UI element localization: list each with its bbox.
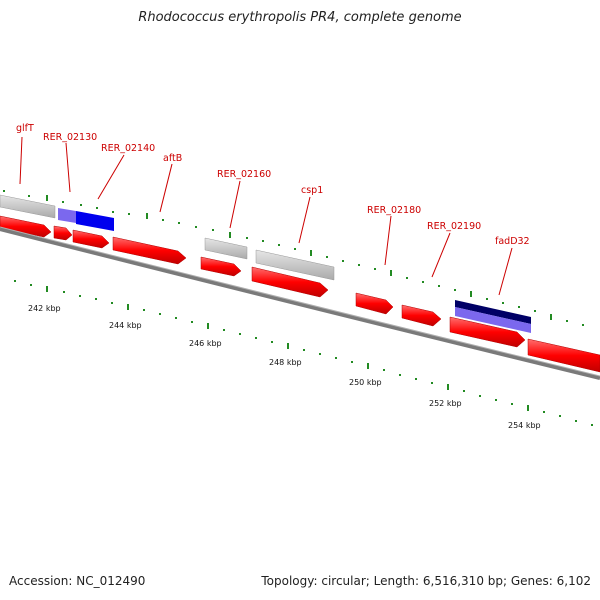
outer-tick-ring [3,190,584,326]
genome-backbone [0,226,600,380]
scale-label-244: 244 kbp [109,321,142,330]
genome-summary-text: Topology: circular; Length: 6,516,310 bp… [261,574,591,588]
scale-label-248: 248 kbp [269,358,302,367]
inner-scale-ring [14,280,593,426]
scale-label-242: 242 kbp [28,304,61,313]
accession-text: Accession: NC_012490 [9,574,146,588]
label-leaders [19,136,513,296]
scale-label-246: 246 kbp [189,339,222,348]
cds-arrow[interactable] [72,229,110,249]
gene-feature-rer02160[interactable] [204,237,248,260]
gene-label-rer02130[interactable]: RER_02130 [43,132,97,143]
gene-feature-csp1[interactable] [255,249,335,281]
scale-label-252: 252 kbp [429,399,462,408]
gene-feature-fadd32-light[interactable] [455,307,531,333]
cds-arrow[interactable] [0,215,52,238]
gene-features-outer [0,194,531,333]
gene-label-glft[interactable]: glfT [16,123,34,134]
cds-arrow[interactable] [53,225,73,241]
gene-label-aftb[interactable]: aftB [163,153,182,164]
cds-arrow[interactable] [355,292,394,315]
cds-arrow[interactable] [112,236,187,265]
gene-labels: glfT RER_02130 RER_02140 aftB RER_02160 … [16,123,530,247]
scale-labels: 242 kbp 244 kbp 246 kbp 248 kbp 250 kbp … [28,304,541,430]
gene-feature-glft[interactable] [0,194,56,219]
gene-feature-rer02130[interactable] [58,208,76,223]
gene-label-rer02140[interactable]: RER_02140 [101,143,155,154]
map-title: Rhodococcus erythropolis PR4, complete g… [138,10,462,25]
gene-feature-rer02140[interactable] [76,211,114,231]
gene-label-rer02190[interactable]: RER_02190 [427,221,481,232]
cds-arrow[interactable] [527,338,600,373]
cds-arrow[interactable] [251,266,329,298]
cds-arrow[interactable] [200,256,242,277]
scale-label-254: 254 kbp [508,421,541,430]
cds-arrow[interactable] [449,316,526,348]
scale-label-250: 250 kbp [349,378,382,387]
gene-label-csp1[interactable]: csp1 [301,185,323,196]
cds-features [0,215,600,373]
gene-label-rer02160[interactable]: RER_02160 [217,169,271,180]
gene-label-rer02180[interactable]: RER_02180 [367,205,421,216]
gene-feature-fadd32-dark[interactable] [455,300,531,324]
gene-label-fadd32[interactable]: fadD32 [495,236,530,247]
cds-arrow[interactable] [401,304,442,327]
